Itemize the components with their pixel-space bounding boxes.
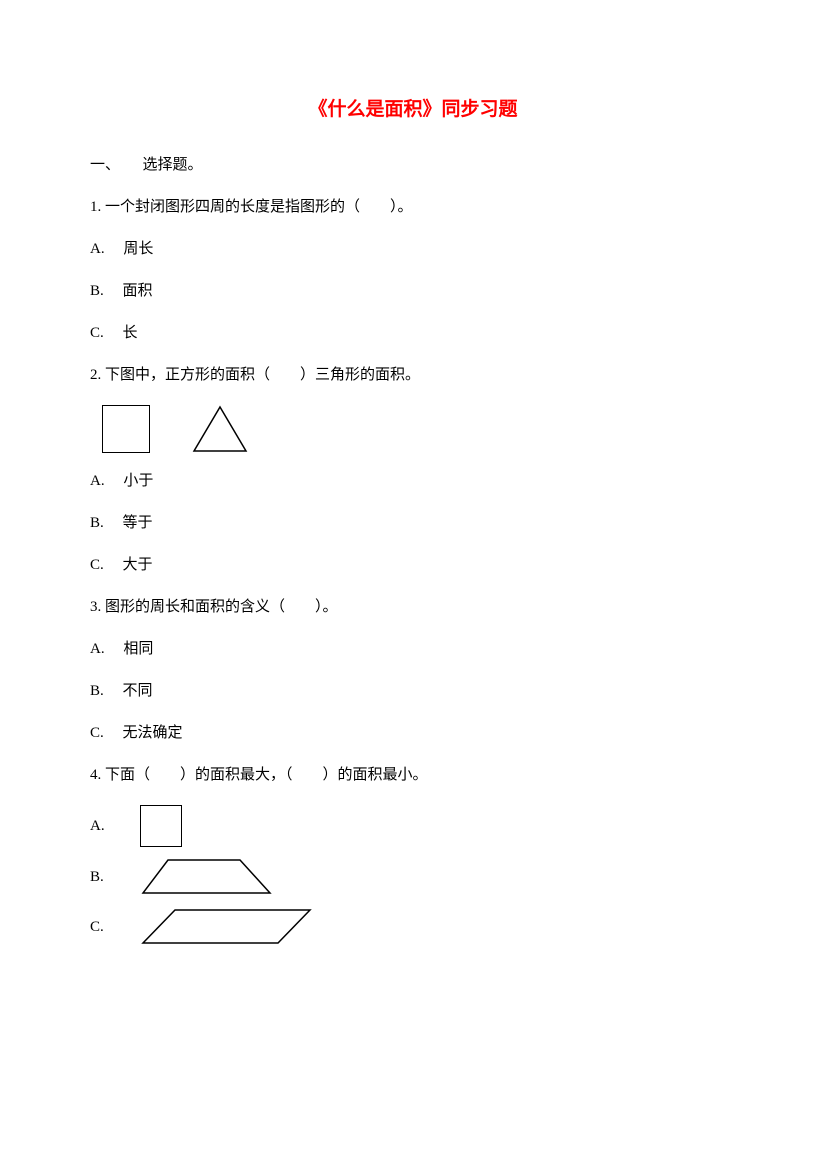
q3-option-a: A. 相同	[90, 637, 736, 661]
q1-option-a: A. 周长	[90, 237, 736, 261]
q4-option-a-label: A.	[90, 814, 140, 838]
page-title: 《什么是面积》同步习题	[90, 95, 736, 125]
section-header: 一、 选择题。	[90, 153, 736, 177]
q4-option-b: B.	[90, 857, 736, 897]
q1-option-c: C. 长	[90, 321, 736, 345]
q3-option-b: B. 不同	[90, 679, 736, 703]
question-1-text: 1. 一个封闭图形四周的长度是指图形的（ ）。	[90, 195, 736, 219]
square-shape-icon	[102, 405, 150, 453]
triangle-shape-icon	[190, 405, 250, 453]
trapezoid-shape-icon	[140, 857, 275, 897]
q4-option-a: A.	[90, 805, 736, 847]
question-2-text: 2. 下图中，正方形的面积（ ）三角形的面积。	[90, 363, 736, 387]
q4-option-b-label: B.	[90, 865, 140, 889]
q4-option-c-label: C.	[90, 915, 140, 939]
q1-option-b: B. 面积	[90, 279, 736, 303]
q2-option-c: C. 大于	[90, 553, 736, 577]
q2-shapes	[102, 405, 736, 453]
small-square-shape-icon	[140, 805, 182, 847]
q3-option-c: C. 无法确定	[90, 721, 736, 745]
q4-option-c: C.	[90, 907, 736, 947]
q2-option-b: B. 等于	[90, 511, 736, 535]
question-3-text: 3. 图形的周长和面积的含义（ ）。	[90, 595, 736, 619]
question-4-text: 4. 下面（ ）的面积最大，（ ）的面积最小。	[90, 763, 736, 787]
parallelogram-shape-icon	[140, 907, 315, 947]
q2-option-a: A. 小于	[90, 469, 736, 493]
